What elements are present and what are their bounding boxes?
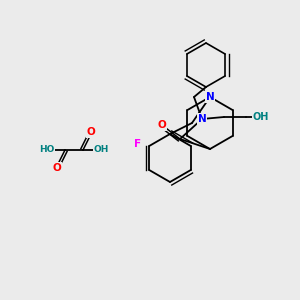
Text: N: N — [206, 92, 214, 102]
Text: O: O — [158, 120, 166, 130]
Text: F: F — [134, 139, 141, 149]
Text: OH: OH — [253, 112, 269, 122]
Text: N: N — [198, 114, 206, 124]
Text: O: O — [87, 127, 95, 137]
Text: HO: HO — [39, 146, 55, 154]
Text: OH: OH — [93, 146, 109, 154]
Text: O: O — [52, 163, 62, 173]
